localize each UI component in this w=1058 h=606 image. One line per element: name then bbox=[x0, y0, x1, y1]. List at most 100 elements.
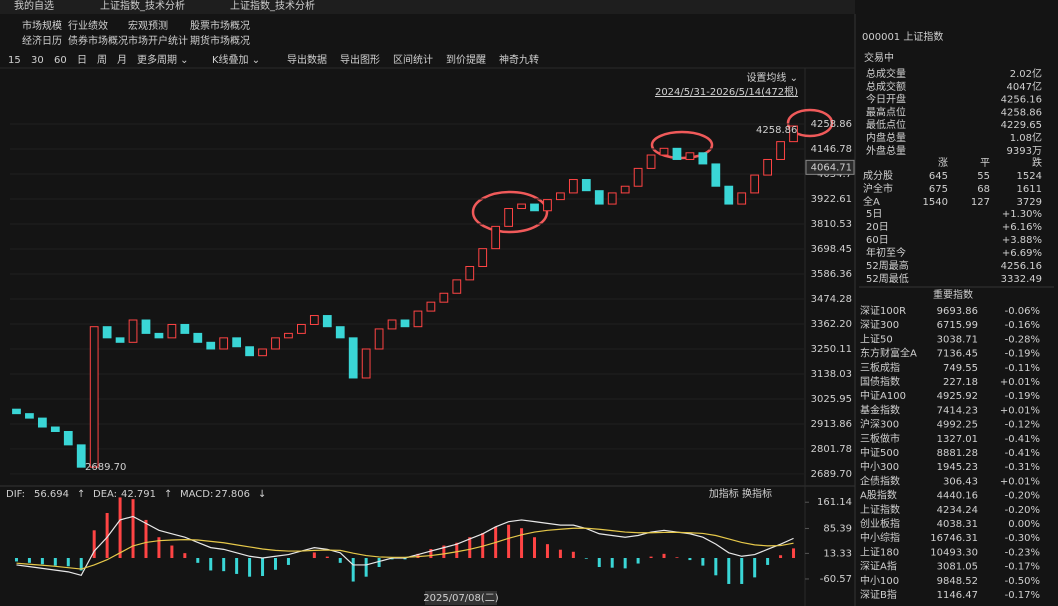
menu-item[interactable]: 债券市场概况 bbox=[68, 34, 128, 47]
toolbar-item[interactable]: 到价提醒 bbox=[446, 54, 486, 66]
index-name[interactable]: 上证50 bbox=[860, 333, 893, 345]
macd-bar bbox=[533, 537, 537, 558]
index-name[interactable]: 中证500 bbox=[860, 446, 899, 459]
indicator-tools[interactable]: 加指标 换指标 bbox=[709, 487, 772, 500]
stat-value: 4229.65 bbox=[1001, 120, 1042, 131]
tab[interactable]: 上证指数_技术分析 bbox=[230, 0, 315, 12]
toolbar-item[interactable]: 导出数据 bbox=[287, 53, 327, 66]
breadth-value: 127 bbox=[971, 197, 990, 208]
macd-bar bbox=[481, 533, 485, 558]
index-value: 7136.45 bbox=[937, 349, 978, 360]
y-tick-label: 3025.95 bbox=[811, 394, 852, 405]
return-value: +1.30% bbox=[1002, 209, 1042, 220]
toolbar-item[interactable]: 日 bbox=[77, 55, 87, 66]
toolbar-item[interactable]: 15 bbox=[8, 55, 21, 66]
index-change: -0.41% bbox=[1005, 448, 1040, 459]
y-tick-label: 85.39 bbox=[823, 523, 852, 534]
menu-item[interactable]: 股票市场概况 bbox=[190, 19, 250, 32]
index-name[interactable]: 东方财富全A bbox=[860, 347, 917, 360]
macd-bar bbox=[79, 558, 83, 571]
candle bbox=[504, 208, 513, 227]
candle bbox=[76, 444, 86, 468]
index-title: 重要指数 bbox=[933, 288, 973, 301]
index-value: 1146.47 bbox=[937, 590, 978, 601]
return-value: +6.69% bbox=[1002, 248, 1042, 259]
index-name[interactable]: 中证A100 bbox=[860, 389, 906, 402]
index-name[interactable]: 中小综指 bbox=[860, 531, 900, 544]
index-value: 8881.28 bbox=[937, 448, 978, 459]
macd-bar bbox=[248, 558, 252, 577]
candle bbox=[25, 413, 34, 419]
index-name[interactable]: A股指数 bbox=[860, 489, 897, 502]
candle bbox=[245, 346, 254, 357]
index-name[interactable]: 中小300 bbox=[860, 460, 899, 473]
candle bbox=[530, 203, 539, 212]
breadth-value: 645 bbox=[929, 171, 948, 182]
index-name[interactable]: 深证B指 bbox=[860, 588, 897, 601]
menu-item[interactable]: 宏观预测 bbox=[128, 19, 168, 32]
y-tick-label: 3474.28 bbox=[811, 294, 852, 305]
index-name[interactable]: 上证指数 bbox=[860, 503, 900, 516]
stat-label: 今日开盘 bbox=[866, 93, 906, 106]
index-name[interactable]: 三板成指 bbox=[860, 361, 900, 374]
macd-bar bbox=[118, 497, 122, 558]
index-name[interactable]: 深证300 bbox=[860, 319, 899, 331]
toolbar-item[interactable]: 30 bbox=[31, 55, 44, 66]
candle bbox=[322, 315, 332, 328]
highlight-circle bbox=[471, 190, 549, 234]
tab[interactable]: 上证指数_技术分析 bbox=[100, 0, 185, 12]
index-change: -0.19% bbox=[1005, 349, 1040, 360]
breadth-header: 涨 bbox=[938, 157, 948, 169]
candle bbox=[89, 326, 99, 468]
toolbar-item[interactable]: 月 bbox=[117, 54, 127, 66]
candle bbox=[180, 323, 190, 334]
index-name[interactable]: 创业板指 bbox=[860, 517, 900, 530]
index-value: 227.18 bbox=[943, 377, 978, 388]
macd-bar bbox=[273, 558, 277, 570]
index-name[interactable]: 中小100 bbox=[860, 574, 899, 587]
index-name[interactable]: 深证A指 bbox=[860, 560, 897, 573]
macd-bar bbox=[105, 513, 109, 558]
ma-setting[interactable]: 设置均线 ⌄ bbox=[746, 71, 798, 84]
legend-name: MACD: bbox=[180, 489, 213, 500]
macd-bar bbox=[325, 556, 329, 558]
y-tick-label: 4258.86 bbox=[811, 119, 852, 130]
menu-item[interactable]: 期货市场概况 bbox=[190, 34, 250, 47]
y-tick-label: 4146.78 bbox=[811, 144, 852, 155]
date-label: 2025/07/08(二) bbox=[423, 593, 499, 604]
menu-item[interactable]: 经济日历 bbox=[22, 34, 62, 47]
toolbar-item[interactable]: 更多周期 ⌄ bbox=[137, 53, 189, 66]
tab[interactable]: 我的自选 bbox=[14, 0, 54, 12]
index-name[interactable]: 国债指数 bbox=[860, 375, 900, 388]
menu-item[interactable]: 市场规模 bbox=[22, 19, 62, 32]
menu-item[interactable]: 行业绩效 bbox=[68, 19, 108, 32]
toolbar-item[interactable]: 神奇九转 bbox=[499, 53, 539, 66]
index-name[interactable]: 上证180 bbox=[860, 546, 899, 558]
index-name[interactable]: 沪深300 bbox=[860, 418, 899, 431]
macd-bar bbox=[40, 558, 44, 565]
index-change: +0.01% bbox=[1000, 476, 1040, 487]
index-value: 306.43 bbox=[943, 476, 978, 487]
breadth-label: 沪全市 bbox=[863, 182, 893, 195]
index-name[interactable]: 三板做市 bbox=[860, 432, 900, 445]
candle bbox=[698, 152, 708, 165]
macd-bar bbox=[377, 558, 381, 567]
candle bbox=[478, 248, 488, 267]
index-change: -0.16% bbox=[1005, 320, 1040, 331]
y-tick-label: 161.14 bbox=[817, 497, 852, 508]
index-name[interactable]: 企债指数 bbox=[860, 474, 900, 487]
toolbar-item[interactable]: K线叠加 ⌄ bbox=[212, 53, 260, 66]
candle bbox=[556, 192, 565, 201]
low-label: 2689.70 bbox=[85, 462, 126, 473]
index-name[interactable]: 深证100R bbox=[860, 305, 906, 317]
macd-bar bbox=[131, 499, 135, 558]
breadth-label: 全A bbox=[863, 195, 880, 208]
macd-bar bbox=[520, 528, 524, 558]
index-name[interactable]: 基金指数 bbox=[860, 403, 900, 416]
toolbar-item[interactable]: 60 bbox=[54, 55, 67, 66]
legend-value: 27.806 bbox=[215, 489, 250, 500]
toolbar-item[interactable]: 区间统计 bbox=[393, 53, 433, 66]
menu-item[interactable]: 市场开户统计 bbox=[128, 34, 188, 47]
toolbar-item[interactable]: 导出图形 bbox=[340, 53, 380, 66]
toolbar-item[interactable]: 周 bbox=[97, 54, 107, 66]
